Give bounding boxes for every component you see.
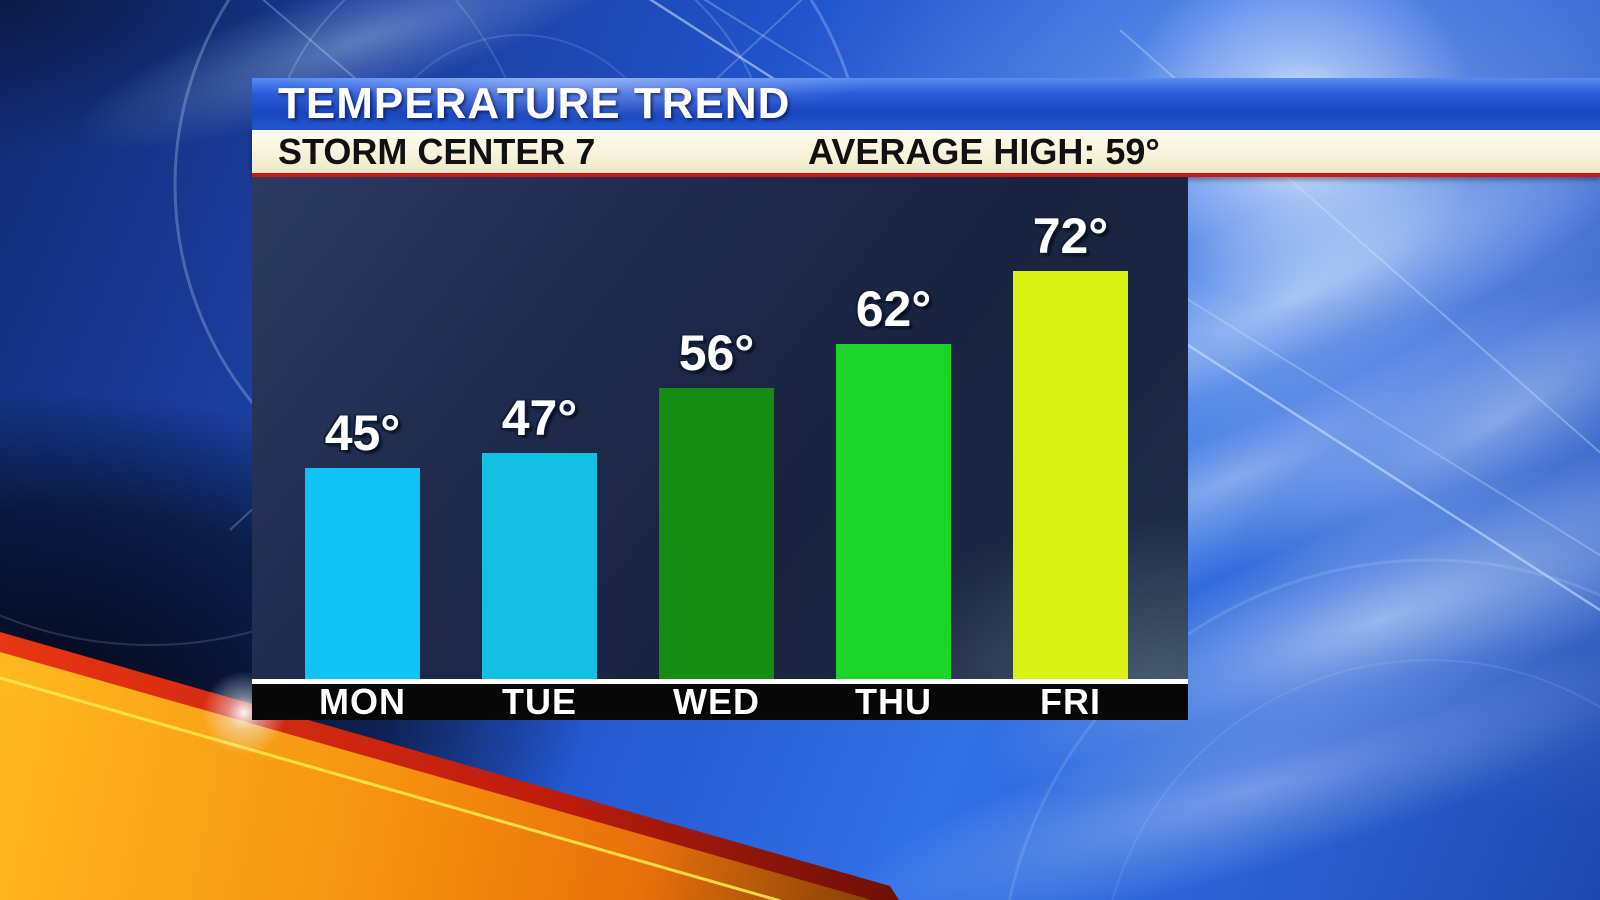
baseline-separator <box>252 679 1188 684</box>
bar-group-thu: 62° <box>836 177 951 679</box>
temperature-bar-thu <box>836 344 951 679</box>
temperature-bar-fri <box>1013 271 1128 679</box>
bottom-right-arcs <box>1008 558 1600 900</box>
bar-group-fri: 72° <box>1013 177 1128 679</box>
day-label-thu: THU <box>855 681 932 722</box>
average-high-label: AVERAGE HIGH: <box>808 130 1096 172</box>
bar-value-label: 56° <box>678 325 755 381</box>
bar-group-tue: 47° <box>482 177 597 679</box>
bar-group-wed: 56° <box>659 177 774 679</box>
title-bar: TEMPERATURE TREND <box>252 78 1600 130</box>
temperature-bar-wed <box>659 388 774 679</box>
bar-group-mon: 45° <box>305 177 420 679</box>
bar-value-label: 45° <box>324 405 401 461</box>
day-label-fri: FRI <box>1040 681 1101 722</box>
day-label-strip: MON TUE WED THU FRI <box>252 681 1188 722</box>
temperature-bar-mon <box>305 468 420 679</box>
temperature-bar-tue <box>482 453 597 679</box>
average-high: AVERAGE HIGH: 59° <box>808 130 1160 173</box>
day-label-tue: TUE <box>502 681 577 722</box>
average-high-value: 59° <box>1105 130 1160 172</box>
day-label-mon: MON <box>319 681 406 722</box>
storm-center-label: STORM CENTER 7 <box>278 130 596 172</box>
bar-value-label: 72° <box>1032 208 1109 264</box>
subtitle-bar: STORM CENTER 7 AVERAGE HIGH: 59° <box>252 130 1600 177</box>
bar-chart: 45° 47° 56° 62° 72° <box>252 177 1188 679</box>
bar-value-label: 47° <box>501 390 578 446</box>
page-title: TEMPERATURE TREND <box>278 79 791 128</box>
day-label-wed: WED <box>673 681 760 722</box>
bar-value-label: 62° <box>855 281 932 337</box>
chart-panel: 45° 47° 56° 62° 72° MON TUE WED THU FRI <box>252 177 1188 722</box>
orange-wedge <box>0 632 899 900</box>
